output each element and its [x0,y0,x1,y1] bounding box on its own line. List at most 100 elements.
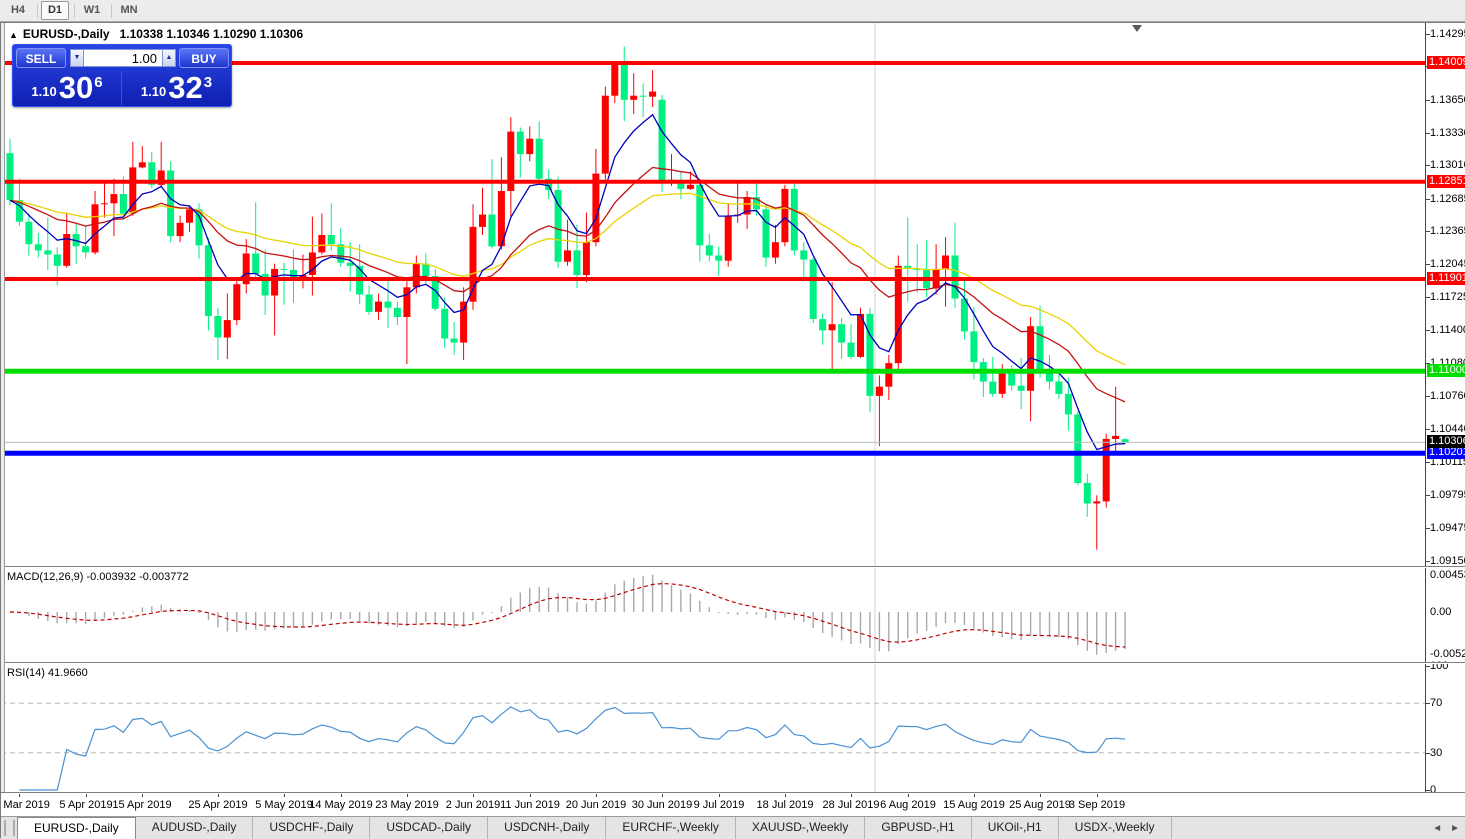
macd-axis-label: -0.005205 [1430,648,1465,660]
axis-tick [1426,528,1430,529]
chart-tab[interactable]: USDX-,Weekly [1059,817,1172,839]
macd-label: MACD(12,26,9) -0.003932 -0.003772 [7,571,189,583]
chart-tab[interactable]: AUDUSD-,Daily [136,817,254,839]
date-label: 18 Jul 2019 [756,799,814,811]
date-label: 23 May 2019 [375,799,439,811]
date-label: 28 Jul 2019 [822,799,880,811]
date-label: 9 Jul 2019 [693,799,745,811]
rsi-canvas[interactable] [1,664,1425,792]
buy-price[interactable]: 1.10 32 3 [122,71,231,105]
toolbar-separator [74,3,75,18]
chart-tab[interactable]: GBPUSD-,H1 [865,817,972,839]
main-chart-canvas[interactable] [1,23,1425,566]
toolbar-separator [111,3,112,18]
buy-price-pip: 3 [203,74,213,91]
date-label: 27 Mar 2019 [0,799,50,811]
lot-increase-button[interactable]: ▲ [162,49,176,67]
axis-tick [1426,363,1430,364]
date-label: 15 Apr 2019 [112,799,172,811]
date-label: 6 Aug 2019 [880,799,936,811]
collapse-arrow-icon[interactable]: ▲ [9,30,18,40]
date-label: 14 May 2019 [309,799,373,811]
buy-price-prefix: 1.10 [140,84,167,99]
rsi-axis-label: 0 [1430,784,1437,796]
rsi-label: RSI(14) 41.9660 [7,667,88,679]
tab-scroll-left-icon[interactable]: ◄ [1432,822,1443,834]
axis-tick [1426,297,1430,298]
chart-title: ▲ EURUSD-,Daily 1.10338 1.10346 1.10290 1.… [9,27,303,41]
axis-tick [1426,495,1430,496]
chart-tab[interactable]: XAUUSD-,Weekly [736,817,866,839]
date-label: 3 Sep 2019 [1068,799,1126,811]
chart-tab[interactable]: UKOil-,H1 [972,817,1059,839]
sell-price-big: 30 [58,70,94,105]
date-tick [596,794,597,797]
timeframe-button-mn[interactable]: MN [120,4,138,16]
chart-tab[interactable]: USDCNH-,Daily [488,817,607,839]
sell-button[interactable]: SELL [16,48,66,68]
price-axis-label: 1.09475 [1430,522,1465,534]
tab-scroll-right-icon[interactable]: ► [1450,822,1460,834]
rsi-line [19,706,1126,791]
lot-size-input[interactable] [84,49,162,67]
date-tick [86,794,87,797]
ma-20 [9,166,1126,403]
chart-tab[interactable]: USDCAD-,Daily [370,817,489,839]
timeframe-button-w1[interactable]: W1 [83,4,101,16]
price-axis-label: 1.11400 [1430,324,1465,336]
lot-decrease-button[interactable]: ▼ [70,49,84,67]
date-tick [908,794,909,797]
date-label: 5 Apr 2019 [59,799,113,811]
date-tick [1097,794,1098,797]
tabbar-grip[interactable] [4,820,15,836]
price-axis-label: 1.09795 [1430,489,1465,501]
chart-tab[interactable]: EURCHF-,Weekly [606,817,736,839]
date-tick [785,794,786,797]
price-axis-label: 1.13330 [1430,127,1465,139]
date-label: 5 May 2019 [255,799,313,811]
date-label: 15 Aug 2019 [943,799,1005,811]
sell-price[interactable]: 1.10 30 6 [13,71,122,105]
timeframe-toolbar: H4 D1 W1 MN [0,0,1465,22]
sell-price-prefix: 1.10 [31,84,57,99]
axis-tick [1426,429,1430,430]
price-axis-label: 1.13650 [1430,94,1465,106]
macd-histogram [9,574,1126,655]
macd-canvas[interactable] [1,568,1425,662]
timeframe-button-h4[interactable]: H4 [10,4,26,16]
axis-tick [1426,165,1430,166]
price-axis-label: 1.10440 [1430,423,1465,435]
axis-tick [1426,790,1430,791]
price-axis-label: 1.09150 [1430,555,1465,567]
date-tick [218,794,219,797]
chart-tab[interactable]: USDCHF-,Daily [253,817,371,839]
current-price-box: 1.10306 [1427,435,1465,448]
pane-separator[interactable] [1,566,1465,568]
chart-tab[interactable]: EURUSD-,Daily [17,817,136,839]
date-tick [19,794,20,797]
price-axis-label: 1.12685 [1430,193,1465,205]
price-axis-label: 1.13010 [1430,159,1465,171]
price-axis[interactable]: 1.142951.139751.136501.133301.130101.126… [1425,23,1465,796]
axis-tick [1426,561,1430,562]
rsi-axis-label: 30 [1430,747,1443,759]
timeframe-button-d1[interactable]: D1 [41,1,69,20]
buy-button[interactable]: BUY [179,48,229,68]
level-price-box: 1.12851 [1427,175,1465,188]
date-label: 30 Jun 2019 [631,799,693,811]
axis-tick [1426,199,1430,200]
date-tick [719,794,720,797]
axis-tick [1426,462,1430,463]
ohlc-values: 1.10338 1.10346 1.10290 1.10306 [119,27,304,41]
symbol-label: EURUSD-,Daily [22,27,110,41]
level-price-box: 1.11000 [1427,364,1465,377]
axis-tick [1426,133,1430,134]
pane-separator[interactable] [1,662,1465,664]
axis-tick [1426,100,1430,101]
date-label: 25 Aug 2019 [1009,799,1071,811]
macd-signal-line [9,582,1126,648]
date-tick [407,794,408,797]
axis-tick [1426,330,1430,331]
chart-shift-marker-icon[interactable] [1132,25,1142,32]
